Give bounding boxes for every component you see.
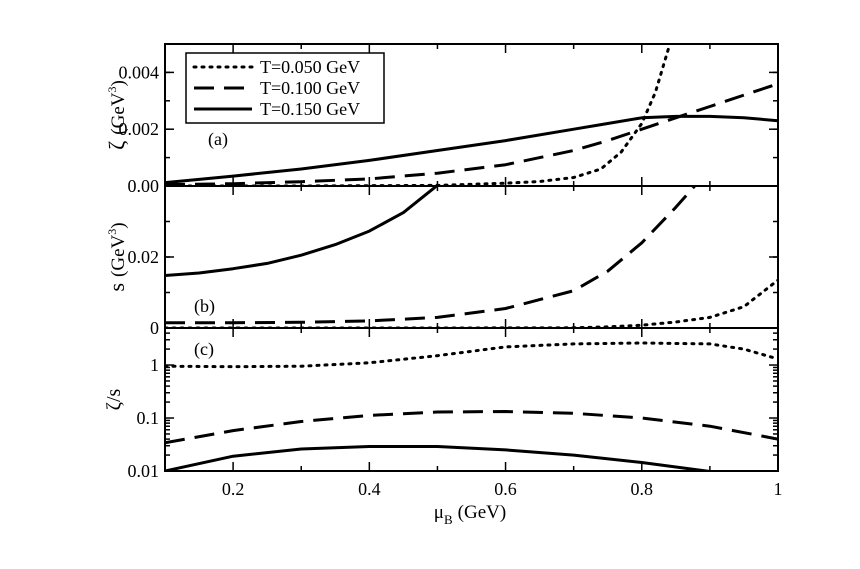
y-tick-label: 0 — [150, 318, 159, 338]
legend-entry-label: T=0.100 GeV — [260, 78, 360, 98]
panel-label: (b) — [194, 296, 215, 317]
x-tick-label: 0.6 — [494, 479, 517, 499]
y-tick-label: 0.004 — [119, 62, 160, 82]
panel-label: (a) — [208, 129, 228, 150]
y-tick-label: 0.01 — [128, 461, 160, 481]
y-axis-label: s(GeV3) — [104, 222, 129, 291]
y-tick-label: 0.00 — [128, 176, 160, 196]
series-group — [165, 341, 778, 471]
series-line-dotted — [165, 341, 778, 369]
series-line-solid — [165, 445, 711, 471]
x-axis-label: μB (GeV) — [434, 502, 506, 527]
y-tick-label: 1 — [150, 355, 159, 375]
y-tick-label: 0.1 — [137, 408, 160, 428]
legend-entry-label: T=0.050 GeV — [260, 57, 360, 77]
axes-frame — [164, 327, 779, 472]
x-tick-label: 1 — [774, 479, 783, 499]
y-tick-label: 0.002 — [119, 119, 160, 139]
y-axis-label: ζ(GeV3) — [104, 80, 129, 150]
x-tick-label: 0.4 — [358, 479, 381, 499]
series-group — [165, 186, 778, 328]
y-tick-label: 0.02 — [128, 247, 160, 267]
panel-b: 0 0.02 (b) s(GeV3) — [104, 185, 779, 338]
series-line-dotted — [165, 278, 778, 328]
tick-marks — [164, 186, 779, 329]
panel-c: 0.01 0.1 1 (c) ζ/s 0.2 0.4 0.6 0.8 1 μB (GeV) — [103, 327, 783, 527]
axes-frame — [164, 185, 779, 329]
x-tick-label: 0.2 — [222, 479, 245, 499]
y-axis-label: ζ/s — [103, 388, 125, 410]
panel-label: (c) — [194, 339, 214, 360]
legend-entry-label: T=0.150 GeV — [260, 99, 360, 119]
x-tick-label: 0.8 — [631, 479, 654, 499]
series-line-solid — [165, 186, 439, 277]
series-line-dashed — [165, 410, 778, 445]
tick-marks — [164, 328, 779, 472]
series-line-solid — [165, 114, 778, 185]
series-line-dashed — [165, 186, 697, 325]
